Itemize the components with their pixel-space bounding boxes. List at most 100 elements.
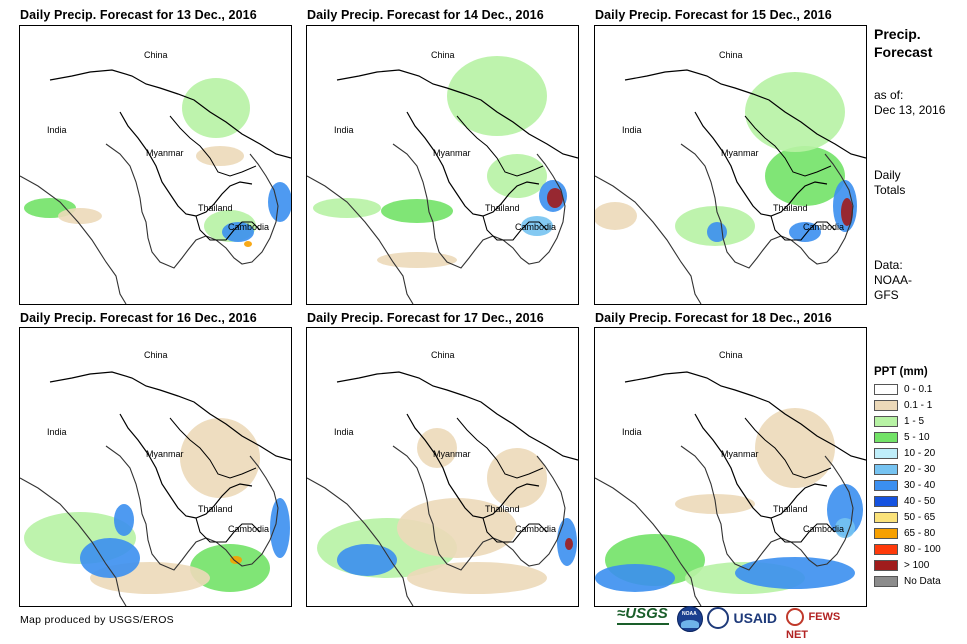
boundary-line <box>169 417 257 479</box>
precip-area <box>270 498 290 558</box>
precip-map <box>307 56 578 304</box>
daily-totals-line: Totals <box>874 183 906 197</box>
legend-label: 0 - 0.1 <box>904 384 933 395</box>
legend-label: 80 - 100 <box>904 544 941 555</box>
usgs-logo-text: ≈USGS <box>617 605 668 622</box>
usgs-logo-rule <box>617 623 669 625</box>
boundary-line <box>595 477 702 606</box>
precip-area <box>58 208 102 224</box>
boundary-line <box>482 215 548 241</box>
boundary-line <box>195 517 261 543</box>
precip-area <box>827 484 863 536</box>
boundary-line <box>595 175 702 304</box>
legend-label: 40 - 50 <box>904 496 936 507</box>
boundary-line <box>119 413 253 519</box>
precip-map <box>20 371 291 606</box>
boundary-line <box>336 371 578 461</box>
precip-area <box>381 199 453 223</box>
precip-map <box>20 69 291 304</box>
legend-swatch <box>874 544 898 555</box>
legend-swatch <box>874 432 898 443</box>
precip-map <box>595 69 866 304</box>
label-myanmar: Myanmar <box>146 148 184 158</box>
boundary-line <box>456 115 544 177</box>
label-thailand: Thailand <box>485 504 520 514</box>
precip-area <box>565 538 573 550</box>
usgs-logo: ≈USGS <box>617 605 673 631</box>
label-cambodia: Cambodia <box>803 222 845 232</box>
panel-title: Daily Precip. Forecast for 13 Dec., 2016 <box>20 8 257 22</box>
data-source-line: GFS <box>874 288 899 302</box>
precip-area <box>547 188 563 208</box>
usaid-logo: USAID <box>707 607 785 633</box>
legend-swatch <box>874 528 898 539</box>
label-thailand: Thailand <box>773 504 808 514</box>
label-china: China <box>144 50 168 60</box>
precip-area <box>222 222 254 242</box>
boundary-line <box>624 69 866 159</box>
noaa-wave-icon <box>681 620 699 628</box>
label-cambodia: Cambodia <box>228 222 270 232</box>
noaa-logo-text: NOAA <box>682 611 697 617</box>
precip-area <box>595 564 675 592</box>
boundary-line <box>694 111 828 217</box>
data-source-line: Data: <box>874 258 903 272</box>
label-china: China <box>719 50 743 60</box>
label-thailand: Thailand <box>198 203 233 213</box>
boundary-line <box>624 371 866 461</box>
boundary-line <box>392 143 566 269</box>
label-china: China <box>431 350 455 360</box>
precip-area <box>397 498 517 558</box>
map-panel-16-dec: China India Myanmar Thailand Cambodia <box>19 327 292 607</box>
boundary-line <box>770 215 836 241</box>
precip-map <box>307 371 578 606</box>
legend-swatch <box>874 496 898 507</box>
boundary-line <box>20 175 127 304</box>
precip-area <box>190 544 270 592</box>
legend-swatch <box>874 464 898 475</box>
legend-swatch <box>874 448 898 459</box>
label-myanmar: Myanmar <box>721 148 759 158</box>
panel-title: Daily Precip. Forecast for 18 Dec., 2016 <box>595 311 832 325</box>
label-myanmar: Myanmar <box>433 449 471 459</box>
precip-area <box>521 216 553 236</box>
legend-label: 0.1 - 1 <box>904 400 933 411</box>
legend-label: 1 - 5 <box>904 416 925 427</box>
precip-area <box>114 504 134 536</box>
map-credit: Map produced by USGS/EROS <box>20 614 174 626</box>
boundary-line <box>169 115 257 177</box>
precip-area <box>447 56 547 136</box>
label-india: India <box>622 125 642 135</box>
precip-area <box>675 494 755 514</box>
map-panel-17-dec: China India Myanmar Thailand Cambodia <box>306 327 579 607</box>
label-india: India <box>334 427 354 437</box>
panel-title: Daily Precip. Forecast for 14 Dec., 2016 <box>307 8 544 22</box>
precip-area <box>268 182 291 222</box>
legend-label: 10 - 20 <box>904 448 936 459</box>
noaa-emblem-icon: NOAA <box>677 606 703 632</box>
boundary-line <box>680 143 854 269</box>
map-panel-18-dec: China India Myanmar Thailand Cambodia <box>594 327 867 607</box>
label-thailand: Thailand <box>485 203 520 213</box>
legend-label: 30 - 40 <box>904 480 936 491</box>
label-india: India <box>334 125 354 135</box>
label-china: China <box>431 50 455 60</box>
panel-title: Daily Precip. Forecast for 16 Dec., 2016 <box>20 311 257 325</box>
as-of-line: as of: <box>874 88 904 102</box>
boundary-line <box>307 175 414 304</box>
label-thailand: Thailand <box>198 504 233 514</box>
precip-area <box>417 428 457 468</box>
as-of-date: Dec 13, 2016 <box>874 103 946 117</box>
panel-title: Daily Precip. Forecast for 15 Dec., 2016 <box>595 8 832 22</box>
legend-swatch <box>874 512 898 523</box>
side-title-line: Precip. <box>874 26 921 42</box>
precip-area <box>182 78 250 138</box>
data-source-line: NOAA- <box>874 273 913 287</box>
boundary-line <box>680 445 854 571</box>
usaid-logo-text: USAID <box>733 610 778 626</box>
label-india: India <box>47 427 67 437</box>
legend-swatch <box>874 384 898 395</box>
label-cambodia: Cambodia <box>228 524 270 534</box>
legend-swatch <box>874 480 898 491</box>
boundary-line <box>456 417 544 479</box>
